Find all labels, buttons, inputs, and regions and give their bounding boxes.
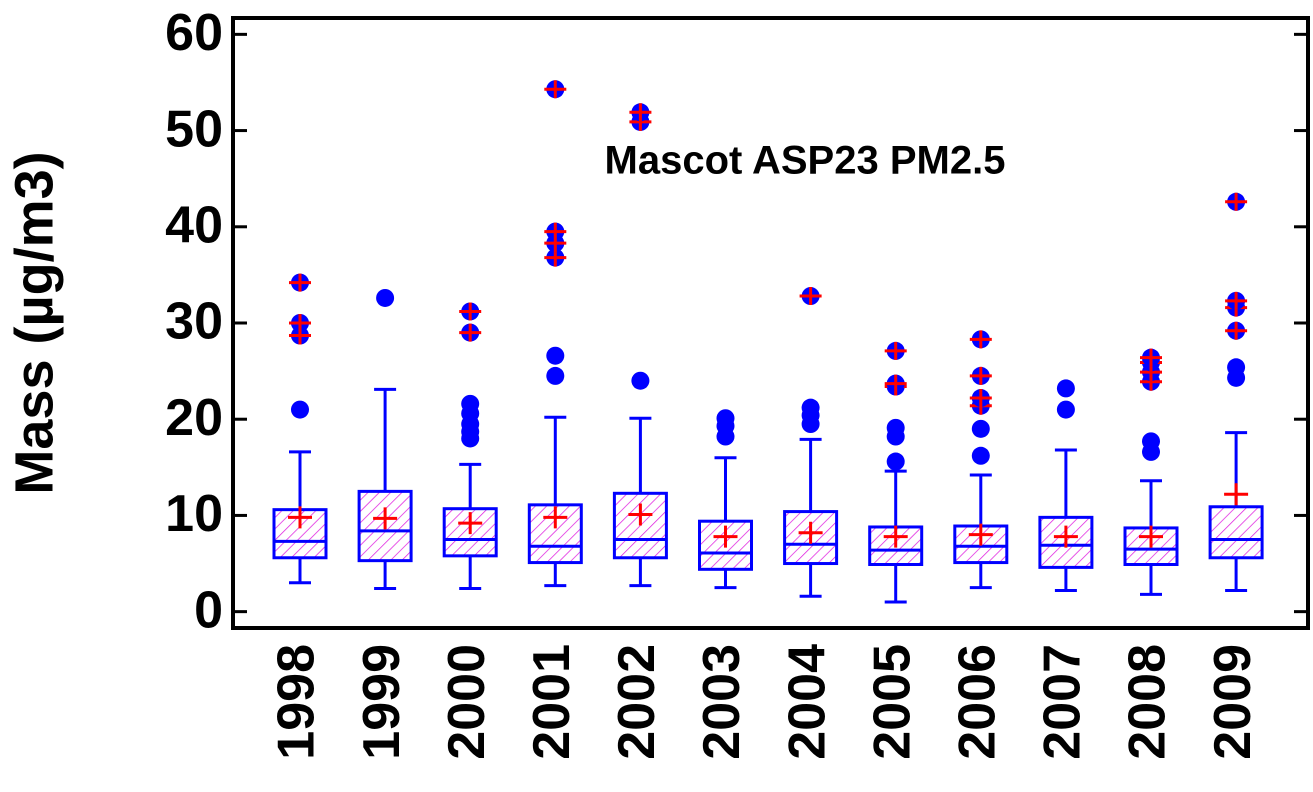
far-outlier-plus bbox=[459, 302, 482, 321]
y-tick-label: 10 bbox=[165, 485, 223, 543]
mean-marker bbox=[288, 506, 312, 529]
far-outlier-plus bbox=[1225, 192, 1248, 211]
far-outlier-plus bbox=[1225, 321, 1248, 340]
mean-marker bbox=[883, 525, 908, 548]
outlier bbox=[546, 346, 565, 365]
mean-marker bbox=[1053, 525, 1078, 548]
mean-marker bbox=[458, 512, 483, 535]
outlier bbox=[291, 400, 309, 419]
outlier bbox=[886, 452, 905, 471]
outlier bbox=[971, 446, 990, 465]
outlier bbox=[1056, 379, 1075, 398]
outlier bbox=[631, 371, 650, 390]
outlier bbox=[461, 394, 480, 413]
outlier bbox=[1227, 358, 1246, 377]
outlier bbox=[546, 366, 565, 385]
outlier bbox=[1142, 432, 1160, 451]
far-outlier-plus bbox=[969, 330, 992, 349]
mean-marker bbox=[373, 507, 398, 530]
x-tick-label: 2008 bbox=[1119, 644, 1177, 760]
y-tick-label: 0 bbox=[194, 581, 223, 639]
chart-title: Mascot ASP23 PM2.5 bbox=[605, 139, 1006, 183]
far-outlier-plus bbox=[544, 80, 567, 99]
x-tick-label: 2002 bbox=[608, 644, 666, 760]
mean-marker bbox=[1224, 483, 1249, 506]
far-outlier-plus bbox=[884, 374, 907, 393]
x-tick-label: 2005 bbox=[863, 644, 921, 760]
x-tick-label: 2004 bbox=[778, 644, 836, 760]
mean-marker bbox=[798, 521, 823, 544]
far-outlier-plus bbox=[629, 103, 652, 122]
far-outlier-plus bbox=[1140, 348, 1162, 367]
outlier bbox=[886, 418, 905, 437]
far-outlier-plus bbox=[289, 273, 311, 292]
box bbox=[1208, 505, 1264, 560]
mean-marker bbox=[1139, 525, 1163, 548]
x-tick-label: 2001 bbox=[523, 644, 581, 760]
mean-marker bbox=[713, 525, 738, 548]
outlier bbox=[376, 288, 395, 307]
far-outlier-plus bbox=[799, 287, 822, 306]
far-outlier-plus bbox=[459, 323, 482, 342]
outlier bbox=[801, 398, 820, 417]
x-tick-label: 1998 bbox=[268, 644, 326, 760]
y-tick-label: 60 bbox=[165, 4, 223, 62]
far-outlier-plus bbox=[969, 366, 992, 385]
far-outlier-plus bbox=[969, 389, 992, 408]
x-tick-label: 2009 bbox=[1204, 644, 1262, 760]
mean-marker bbox=[628, 503, 653, 526]
y-tick-label: 30 bbox=[165, 293, 223, 351]
box bbox=[612, 491, 668, 560]
far-outlier-plus bbox=[289, 314, 311, 332]
x-tick-label: 1999 bbox=[353, 644, 411, 760]
y-tick-label: 50 bbox=[165, 100, 223, 158]
outlier bbox=[716, 409, 735, 428]
x-tick-label: 2000 bbox=[438, 644, 496, 760]
y-tick-label: 20 bbox=[165, 389, 223, 447]
far-outlier-plus bbox=[884, 341, 907, 360]
y-tick-label: 40 bbox=[165, 197, 223, 255]
outlier bbox=[1056, 400, 1075, 419]
mean-marker bbox=[968, 523, 993, 546]
outlier bbox=[971, 419, 990, 438]
y-axis-label: Mass (µg/m3) bbox=[4, 151, 64, 494]
x-tick-label: 2003 bbox=[693, 644, 751, 760]
far-outlier-plus bbox=[1225, 291, 1248, 310]
x-tick-label: 2007 bbox=[1034, 644, 1092, 760]
mean-marker bbox=[543, 506, 568, 529]
x-tick-label: 2006 bbox=[949, 644, 1007, 760]
far-outlier-plus bbox=[544, 222, 567, 241]
